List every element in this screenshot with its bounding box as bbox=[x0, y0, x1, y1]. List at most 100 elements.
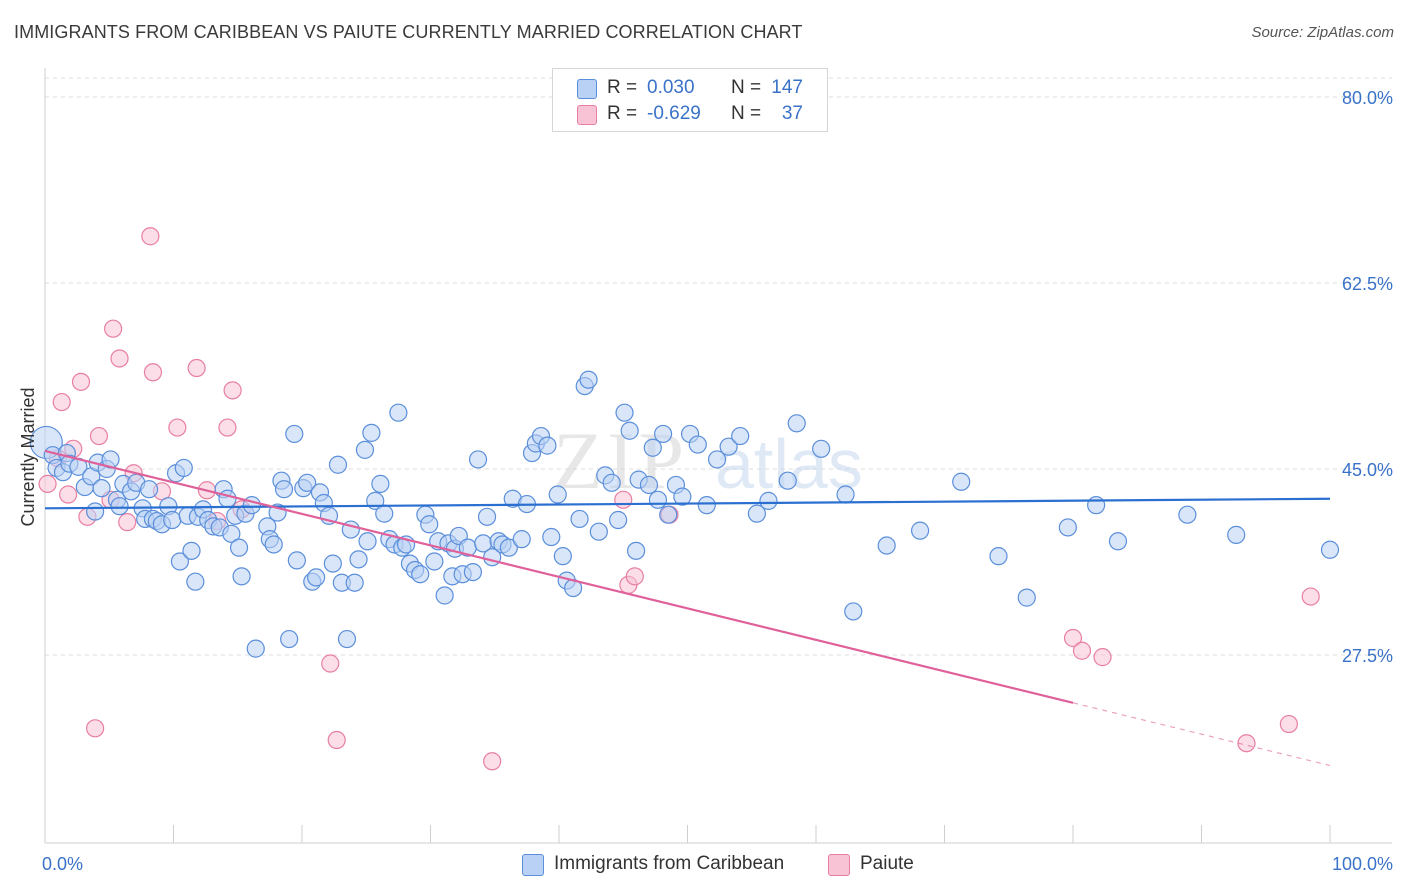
data-point-caribbean bbox=[570, 509, 589, 529]
data-point-caribbean bbox=[274, 480, 294, 499]
data-point-caribbean bbox=[420, 515, 439, 534]
data-point-caribbean bbox=[542, 527, 561, 547]
data-point-caribbean bbox=[952, 472, 971, 491]
data-point-caribbean bbox=[186, 572, 205, 591]
data-point-caribbean bbox=[747, 504, 766, 523]
data-point-caribbean bbox=[609, 510, 628, 530]
data-point-caribbean bbox=[731, 426, 750, 446]
x-tick-label: 0.0% bbox=[42, 854, 83, 874]
data-point-caribbean bbox=[844, 602, 863, 621]
data-point-paiute bbox=[625, 567, 644, 586]
gridlines bbox=[45, 77, 1392, 656]
data-point-caribbean bbox=[615, 403, 634, 422]
data-point-caribbean bbox=[375, 504, 394, 523]
data-point-caribbean bbox=[285, 424, 304, 444]
data-point-caribbean bbox=[264, 535, 283, 554]
data-point-paiute bbox=[118, 513, 137, 532]
series-caribbean-points bbox=[29, 370, 1340, 658]
y-axis-label: Currently Married bbox=[18, 387, 38, 526]
data-point-paiute bbox=[187, 358, 206, 378]
data-point-caribbean bbox=[468, 450, 488, 469]
data-point-caribbean bbox=[579, 370, 598, 389]
data-point-caribbean bbox=[1178, 505, 1197, 524]
watermark: ZIP atlas bbox=[553, 415, 863, 506]
n-label: N = bbox=[731, 77, 762, 98]
data-point-caribbean bbox=[411, 565, 430, 584]
y-tick-label: 80.0% bbox=[1342, 88, 1393, 108]
data-point-paiute bbox=[1072, 641, 1092, 660]
data-point-caribbean bbox=[435, 586, 454, 605]
data-point-caribbean bbox=[298, 473, 317, 492]
data-point-caribbean bbox=[759, 491, 778, 510]
data-point-caribbean bbox=[1227, 525, 1246, 544]
data-point-caribbean bbox=[1058, 518, 1077, 537]
chart-title: IMMIGRANTS FROM CARIBBEAN VS PAIUTE CURR… bbox=[14, 22, 803, 42]
data-point-paiute bbox=[71, 372, 91, 391]
data-point-caribbean bbox=[659, 505, 678, 524]
data-point-caribbean bbox=[174, 458, 193, 478]
data-point-caribbean bbox=[648, 490, 668, 509]
data-point-caribbean bbox=[778, 471, 797, 490]
data-point-paiute bbox=[52, 392, 71, 412]
data-point-caribbean bbox=[787, 414, 806, 433]
data-point-caribbean bbox=[328, 455, 348, 474]
data-point-caribbean bbox=[287, 551, 306, 570]
trend-line-paiute-extension bbox=[1072, 702, 1331, 767]
n-value: 147 bbox=[771, 77, 803, 98]
data-point-caribbean bbox=[643, 438, 662, 457]
data-point-caribbean bbox=[337, 629, 357, 649]
data-point-paiute bbox=[223, 381, 242, 400]
data-point-caribbean bbox=[836, 485, 855, 504]
data-point-caribbean bbox=[639, 475, 659, 495]
data-point-caribbean bbox=[512, 530, 531, 549]
data-point-caribbean bbox=[229, 538, 249, 557]
data-point-caribbean bbox=[477, 507, 497, 526]
data-point-caribbean bbox=[280, 629, 299, 649]
legend-label: Paiute bbox=[860, 853, 914, 874]
legend-swatch-blue bbox=[577, 79, 597, 99]
data-point-caribbean bbox=[182, 541, 201, 560]
data-point-caribbean bbox=[323, 554, 342, 573]
trend-lines bbox=[44, 449, 1331, 767]
n-label: N = bbox=[731, 103, 762, 124]
data-point-paiute bbox=[1279, 714, 1298, 734]
data-point-caribbean bbox=[548, 485, 567, 504]
data-point-paiute bbox=[483, 752, 502, 771]
data-point-paiute bbox=[86, 719, 105, 738]
r-label: R = bbox=[607, 103, 638, 124]
data-point-caribbean bbox=[553, 547, 572, 566]
data-point-caribbean bbox=[673, 487, 692, 506]
data-point-paiute bbox=[38, 474, 57, 493]
legend-swatch-blue bbox=[522, 854, 544, 876]
data-point-paiute bbox=[614, 490, 633, 509]
data-point-paiute bbox=[321, 654, 340, 673]
data-point-paiute bbox=[1093, 648, 1112, 667]
data-point-caribbean bbox=[1087, 496, 1106, 515]
data-point-paiute bbox=[89, 426, 109, 446]
data-point-paiute bbox=[327, 730, 346, 750]
data-point-paiute bbox=[59, 485, 78, 504]
y-tick-label: 27.5% bbox=[1342, 646, 1393, 666]
r-value: -0.629 bbox=[647, 103, 701, 124]
data-point-paiute bbox=[1063, 628, 1083, 648]
data-point-caribbean bbox=[246, 639, 265, 658]
data-point-caribbean bbox=[222, 524, 241, 543]
data-point-caribbean bbox=[371, 474, 390, 493]
data-point-caribbean bbox=[389, 403, 408, 422]
data-point-caribbean bbox=[218, 489, 237, 508]
data-point-caribbean bbox=[92, 479, 111, 498]
data-point-caribbean bbox=[697, 496, 716, 515]
data-point-caribbean bbox=[707, 450, 727, 469]
data-point-caribbean bbox=[589, 522, 608, 541]
data-point-caribbean bbox=[86, 502, 105, 521]
data-point-paiute bbox=[104, 319, 123, 338]
data-point-caribbean bbox=[110, 497, 129, 516]
data-point-paiute bbox=[168, 418, 187, 437]
data-point-paiute bbox=[218, 418, 237, 437]
data-point-caribbean bbox=[355, 440, 375, 459]
r-value: 0.030 bbox=[647, 77, 695, 98]
data-point-caribbean bbox=[719, 437, 738, 456]
legend-label: Immigrants from Caribbean bbox=[554, 853, 785, 874]
y-tick-label: 45.0% bbox=[1342, 460, 1393, 480]
data-point-caribbean bbox=[425, 552, 444, 571]
